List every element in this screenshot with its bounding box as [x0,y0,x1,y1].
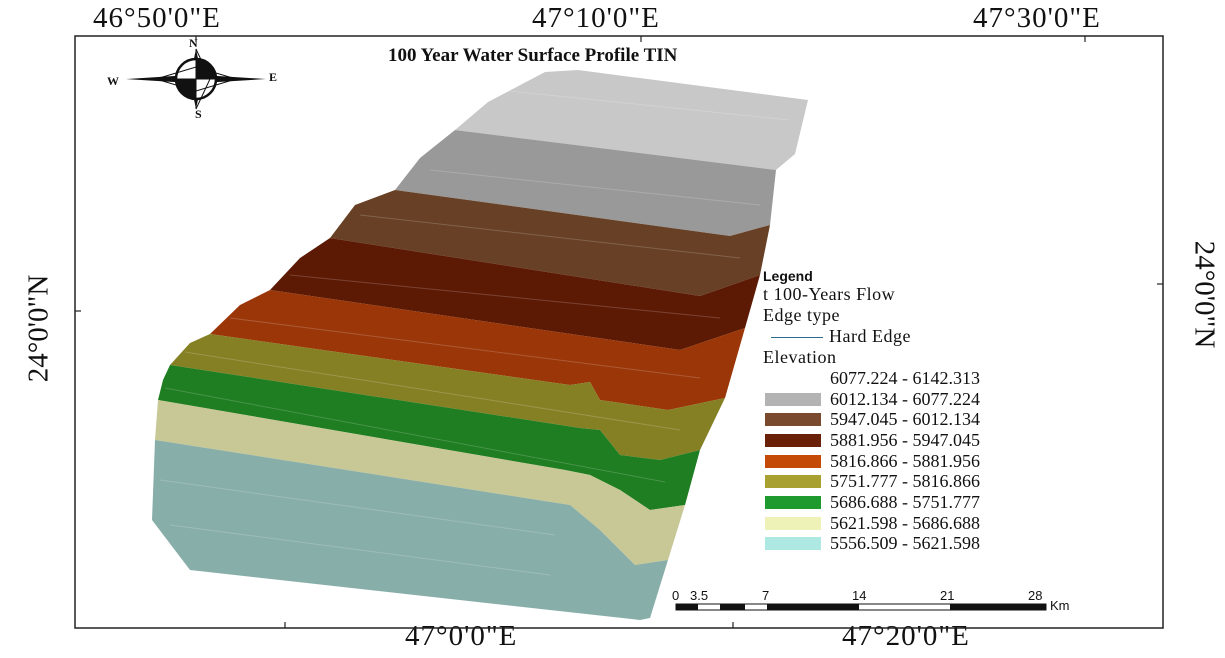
legend-class-row: 5686.688 - 5751.777 [763,492,1163,513]
legend-class-label: 5881.956 - 5947.045 [830,429,980,450]
legend-class-row: 6077.224 - 6142.313 [763,368,1163,389]
coord-top-center: 47°10'0"E [532,2,660,34]
scale-label-0: 0 [672,588,680,603]
legend-swatch [765,371,821,385]
legend-swatch [765,516,821,530]
scale-label-7: 7 [762,588,770,603]
legend-swatch [765,413,821,427]
legend-swatch [765,392,821,406]
legend-elevation-heading: Elevation [763,347,837,367]
hard-edge-symbol [771,337,823,339]
scale-bar [675,603,1047,611]
elevation-band-6012-6077 [395,130,776,236]
coord-bottom-right: 47°20'0"E [842,620,970,652]
legend-class-label: 6012.134 - 6077.224 [830,388,980,409]
legend-class-label: 5816.866 - 5881.956 [830,450,980,471]
compass-south-label: S [195,107,202,121]
compass-east-label: E [269,70,278,84]
legend-swatch [765,495,821,509]
tin-surface [152,70,808,620]
elevation-band-5621-5686 [155,400,685,565]
elevation-band-5751-5816 [170,334,725,460]
legend-hard-edge-label: Hard Edge [829,326,911,346]
legend-class-row: 5947.045 - 6012.134 [763,409,1163,430]
coord-top-left: 46°50'0"E [93,2,221,34]
legend-class-label: 5556.509 - 5621.598 [830,533,980,554]
map-frame-border [74,35,1164,629]
coord-bottom-left: 47°0'0"E [405,620,518,652]
legend-edge-type: Edge type [763,305,840,325]
scale-label-28: 28 [1028,588,1043,603]
legend-class-row: 5556.509 - 5621.598 [763,533,1163,555]
scale-label-14: 14 [852,588,867,603]
legend-swatch [765,454,821,468]
elevation-band-5686-5751 [158,365,700,510]
map-title: 100 Year Water Surface Profile TIN [388,45,678,66]
legend-class-row: 6012.134 - 6077.224 [763,389,1163,410]
elevation-band-5556-5621 [152,440,668,620]
legend-swatch [765,433,821,447]
scale-label-3-5: 3.5 [690,588,709,603]
legend-swatch [765,475,821,489]
compass-west-label: W [107,74,119,88]
scale-unit: Km [1050,598,1070,613]
legend-heading: Legend [763,268,813,284]
elevation-band-5947-6012 [330,190,770,296]
elevation-band-6077-6142 [455,70,808,170]
legend-layer-name: t 100-Years Flow [763,284,896,304]
legend-class-label: 5751.777 - 5816.866 [830,471,980,492]
compass-north-label: N [189,36,198,50]
tin-edges [159,89,791,576]
compass-rose [126,48,266,110]
legend-class-label: 5686.688 - 5751.777 [830,491,980,512]
legend-hard-edge-row: Hard Edge [763,326,1163,347]
graticule-ticks [75,36,1163,628]
legend-class-row: 5751.777 - 5816.866 [763,471,1163,492]
elevation-band-5816-5881 [210,290,745,410]
legend-class-row: 5816.866 - 5881.956 [763,451,1163,472]
legend: Legend t 100-Years Flow Edge type Hard E… [763,268,1163,554]
legend-class-label: 5621.598 - 5686.688 [830,512,980,533]
elevation-band-5881-5947 [270,238,760,350]
legend-swatch [765,537,821,551]
scale-label-21: 21 [940,588,955,603]
legend-elevation-classes: 6077.224 - 6142.313 6012.134 - 6077.224 … [763,368,1163,554]
legend-class-label: 5947.045 - 6012.134 [830,409,980,430]
legend-class-row: 5881.956 - 5947.045 [763,430,1163,451]
legend-class-label: 6077.224 - 6142.313 [830,367,980,388]
coord-top-right: 47°30'0"E [973,2,1101,34]
legend-class-row: 5621.598 - 5686.688 [763,513,1163,534]
